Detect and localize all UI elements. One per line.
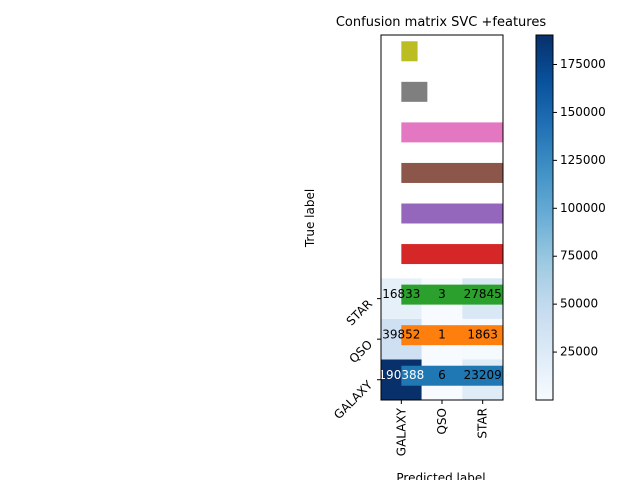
cell-label: 3: [438, 287, 446, 301]
bar: [401, 122, 503, 143]
chart-title: Confusion matrix SVC +features: [336, 15, 546, 30]
cell-label: 190388: [378, 368, 424, 382]
y-tick-label: GALAXY: [331, 377, 375, 421]
bar: [401, 244, 503, 265]
cell-label: 27845: [464, 287, 502, 301]
bar: [401, 365, 503, 386]
colorbar-tick-label: 125000: [560, 153, 606, 167]
cell-label: 23209: [464, 368, 502, 382]
colorbar-tick-label: 100000: [560, 201, 606, 215]
cell-label: 6: [438, 368, 446, 382]
bar: [401, 41, 418, 62]
bar: [401, 325, 503, 346]
x-axis-label: Predicted label: [396, 471, 485, 480]
colorbar-tick-label: 150000: [560, 105, 606, 119]
cell-label: 16833: [382, 287, 420, 301]
bar: [401, 284, 503, 305]
x-tick-label: STAR: [476, 408, 490, 439]
x-tick-label: QSO: [435, 408, 449, 435]
cell-label: 1863: [467, 328, 498, 342]
cell-label: 39852: [382, 328, 420, 342]
y-tick-label: STAR: [344, 297, 376, 329]
colorbar-tick-label: 175000: [560, 57, 606, 71]
y-axis-label: True label: [303, 189, 317, 248]
cell-label: 1: [438, 328, 446, 342]
colorbar-tick-label: 25000: [560, 345, 598, 359]
colorbar-tick-label: 50000: [560, 297, 598, 311]
bar: [401, 203, 503, 224]
colorbar-tick-label: 75000: [560, 249, 598, 263]
y-tick-label: QSO: [346, 337, 375, 366]
x-tick-label: GALAXY: [394, 407, 408, 456]
bar: [401, 162, 503, 183]
colorbar: [535, 34, 554, 401]
bar: [401, 81, 428, 102]
